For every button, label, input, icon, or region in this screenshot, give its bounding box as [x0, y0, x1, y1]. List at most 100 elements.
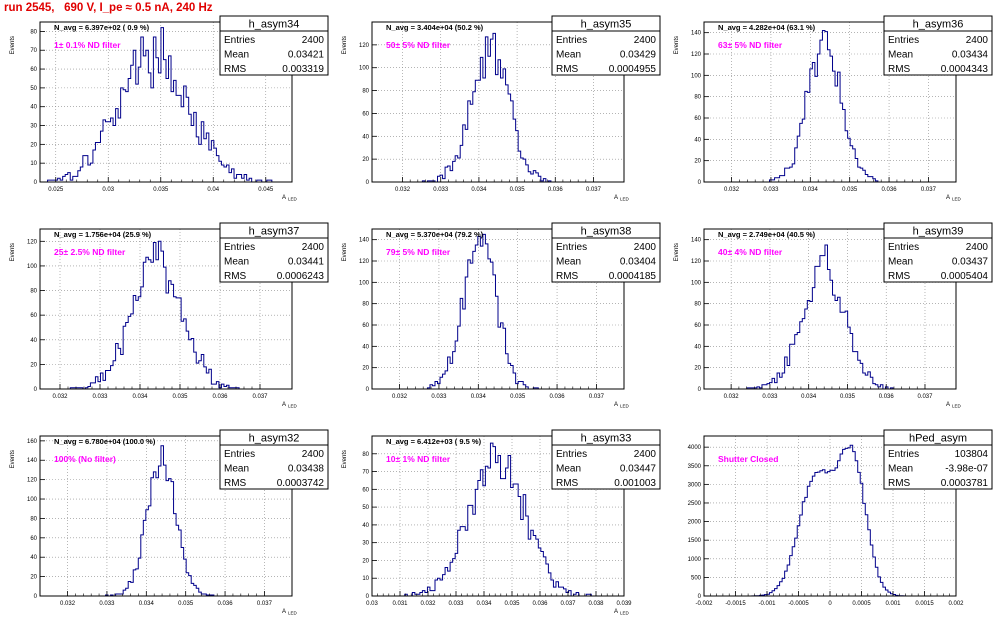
y-tick-label: 0 — [366, 594, 370, 600]
stats-entries-value: 2400 — [634, 449, 657, 460]
n-avg-header: N_avg = 6.780e+04 (100.0 %) — [54, 437, 156, 446]
stats-entries-value: 2400 — [634, 242, 657, 253]
y-tick-label: 40 — [362, 523, 369, 529]
x-tick-label: 0.035 — [840, 394, 856, 400]
stats-mean-label: Mean — [888, 50, 913, 61]
y-tick-label: 2000 — [688, 520, 702, 526]
histogram-pad-h_asym36: 0.032 0.033 0.034 0.035 0.036 0.037 0 20 40 60 80 1… — [664, 0, 996, 207]
filter-annotation: 25± 2.5% ND filter — [54, 247, 126, 257]
y-tick-label: 20 — [362, 366, 369, 372]
y-tick-label: 4000 — [688, 445, 702, 451]
y-tick-label: 100 — [359, 66, 370, 72]
y-tick-label: 0 — [698, 180, 702, 186]
x-tick-label: 0.033 — [448, 601, 464, 607]
x-tick-label: 0.038 — [588, 601, 604, 607]
plot-frame — [371, 21, 625, 183]
x-tick-label: 0.039 — [616, 601, 632, 607]
y-tick-label: 100 — [359, 280, 370, 286]
x-tick-label: 0.035 — [510, 187, 526, 193]
n-avg-header: N_avg = 5.370e+04 (79.2 %) — [386, 230, 484, 239]
y-tick-label: 50 — [30, 86, 37, 92]
y-axis-title: Events — [342, 450, 348, 468]
y-tick-label: 20 — [694, 366, 701, 372]
y-tick-label: 3000 — [688, 482, 702, 488]
x-tick-label: 0.034 — [476, 601, 492, 607]
histogram-pad-h_asym34: 0.025 0.03 0.035 0.04 0.045 0 10 20 30 40 50 60 70 80… — [0, 0, 332, 207]
y-tick-label: 0 — [366, 180, 370, 186]
y-tick-label: 40 — [362, 344, 369, 350]
n-avg-header: N_avg = 4.282e+04 (63.1 %) — [718, 23, 816, 32]
plot-frame — [39, 21, 293, 183]
x-axis-title: A — [614, 402, 618, 408]
x-tick-label: 0.032 — [724, 187, 740, 193]
y-tick-label: 100 — [691, 280, 702, 286]
filter-annotation: 63± 5% ND filter — [718, 40, 783, 50]
stats-entries-label: Entries — [888, 449, 919, 460]
plot-frame — [703, 228, 957, 390]
stats-rms-label: RMS — [556, 478, 579, 489]
y-axis-title: Events — [10, 36, 16, 54]
x-tick-label: 0.036 — [879, 394, 895, 400]
y-tick-label: 30 — [30, 124, 37, 130]
y-tick-label: 80 — [30, 29, 37, 35]
stats-title: h_asym33 — [581, 433, 632, 445]
y-tick-label: 500 — [691, 575, 702, 581]
stats-title: h_asym38 — [581, 226, 632, 238]
n-avg-header: N_avg = 2.749e+04 (40.5 %) — [718, 230, 816, 239]
x-tick-label: 0.034 — [139, 601, 155, 607]
n-avg-header: N_avg = 6.412e+03 ( 9.5 %) — [386, 437, 482, 446]
stats-entries-label: Entries — [224, 449, 255, 460]
x-tick-label: 0.037 — [917, 394, 933, 400]
x-tick-label: 0.037 — [252, 394, 268, 400]
y-tick-label: 70 — [362, 470, 369, 476]
stats-entries-label: Entries — [224, 35, 255, 46]
x-tick-label: 0.037 — [560, 601, 576, 607]
x-tick-label: 0.035 — [510, 394, 526, 400]
stats-title: h_asym32 — [249, 433, 300, 445]
y-tick-label: 60 — [30, 67, 37, 73]
x-tick-label: 0.002 — [948, 601, 964, 607]
x-axis-title: A — [946, 402, 950, 408]
y-tick-label: 120 — [691, 52, 702, 58]
stats-entries-value: 2400 — [302, 449, 325, 460]
stats-rms-value: 0.0004185 — [609, 271, 657, 282]
histogram-pad-h_asym33: 0.03 0.031 0.032 0.033 0.034 0.035 0.036 0.037 0… — [332, 414, 664, 621]
stats-rms-value: 0.0004343 — [941, 64, 989, 75]
stats-mean-value: 0.03421 — [288, 50, 325, 61]
x-axis-title-subscript: LED — [288, 404, 298, 409]
y-tick-label: 80 — [362, 89, 369, 95]
plot-frame — [703, 21, 957, 183]
stats-box — [551, 222, 661, 283]
stats-entries-value: 2400 — [302, 35, 325, 46]
y-tick-label: 120 — [359, 43, 370, 49]
stats-rms-value: 0.003319 — [282, 64, 324, 75]
filter-annotation: 10± 1% ND filter — [386, 454, 451, 464]
histogram-svg-hPed_asym: -0.002 -0.0015 -0.001 -0.0005 0 0.0005 0.001 0.… — [688, 429, 993, 607]
x-axis-title-subscript: LED — [620, 404, 630, 409]
x-tick-label: 0.0005 — [852, 601, 871, 607]
stats-mean-value: 0.03429 — [620, 50, 657, 61]
stats-entries-label: Entries — [556, 35, 587, 46]
stats-title: h_asym37 — [249, 226, 300, 238]
y-tick-label: 140 — [691, 238, 702, 244]
stats-mean-label: Mean — [556, 50, 581, 61]
x-tick-label: 0.033 — [762, 394, 778, 400]
y-axis-title: Events — [10, 450, 16, 468]
stats-entries-value: 2400 — [302, 242, 325, 253]
x-tick-label: 0.035 — [178, 601, 194, 607]
plot-frame — [371, 435, 625, 597]
y-tick-label: 3500 — [688, 464, 702, 470]
n-avg-header: N_avg = 3.404e+04 (50.2 %) — [386, 23, 484, 32]
x-tick-label: 0.036 — [212, 394, 228, 400]
y-tick-label: 80 — [362, 302, 369, 308]
histogram-svg-h_asym36: 0.032 0.033 0.034 0.035 0.036 0.037 0 20 40 60 80 1… — [674, 15, 993, 202]
x-axis-title: A — [946, 195, 950, 201]
y-tick-label: 10 — [362, 576, 369, 582]
histogram-svg-h_asym38: 0.032 0.033 0.034 0.035 0.036 0.037 0 20 40 60 80 1… — [342, 222, 661, 409]
filter-annotation: 79± 5% ND filter — [386, 247, 451, 257]
stats-rms-label: RMS — [224, 478, 247, 489]
histogram-pad-h_asym39: 0.032 0.033 0.034 0.035 0.036 0.037 0 20 40 60 80 1… — [664, 207, 996, 414]
y-tick-label: 50 — [362, 505, 369, 511]
x-axis-title-subscript: LED — [952, 404, 962, 409]
